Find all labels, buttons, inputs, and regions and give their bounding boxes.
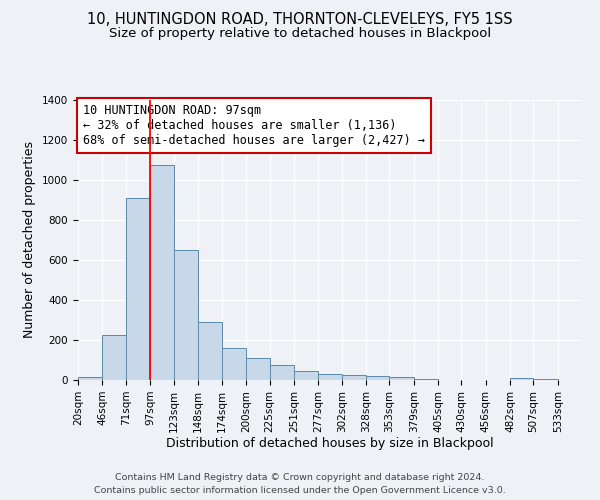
Bar	[413, 379, 438, 380]
Bar	[319, 374, 341, 380]
Bar	[269, 365, 294, 380]
Text: Contains HM Land Registry data © Crown copyright and database right 2024.: Contains HM Land Registry data © Crown c…	[115, 472, 485, 482]
Bar	[533, 379, 557, 380]
Bar	[294, 371, 319, 380]
Bar	[125, 198, 150, 380]
Bar	[341, 375, 366, 380]
Bar	[150, 165, 175, 380]
Text: Size of property relative to detached houses in Blackpool: Size of property relative to detached ho…	[109, 28, 491, 40]
Text: 10 HUNTINGDON ROAD: 97sqm
← 32% of detached houses are smaller (1,136)
68% of se: 10 HUNTINGDON ROAD: 97sqm ← 32% of detac…	[83, 104, 425, 147]
Y-axis label: Number of detached properties: Number of detached properties	[23, 142, 37, 338]
Text: 10, HUNTINGDON ROAD, THORNTON-CLEVELEYS, FY5 1SS: 10, HUNTINGDON ROAD, THORNTON-CLEVELEYS,…	[87, 12, 513, 28]
Bar	[175, 250, 197, 380]
Bar	[389, 377, 413, 380]
Text: Contains public sector information licensed under the Open Government Licence v3: Contains public sector information licen…	[94, 486, 506, 495]
Bar	[103, 335, 125, 380]
Bar	[222, 348, 247, 380]
Bar	[366, 376, 389, 380]
Bar	[78, 377, 103, 380]
Bar	[197, 322, 222, 380]
X-axis label: Distribution of detached houses by size in Blackpool: Distribution of detached houses by size …	[166, 438, 494, 450]
Bar	[247, 358, 269, 380]
Bar	[510, 378, 533, 380]
